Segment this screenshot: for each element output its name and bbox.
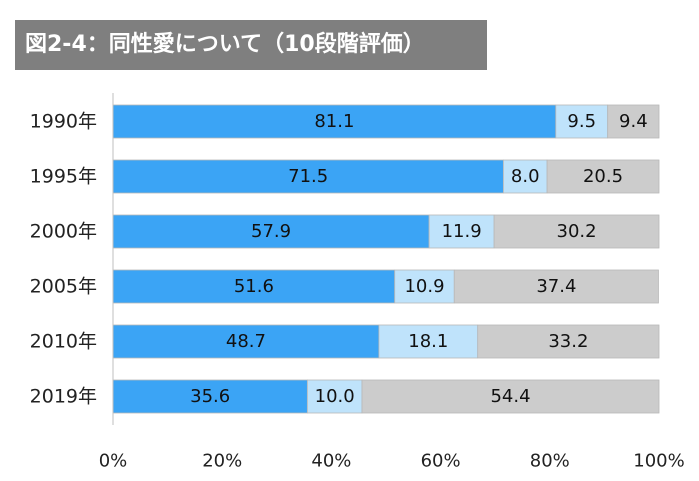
data-label: 10.0	[315, 386, 355, 407]
x-tick-label: 100%	[633, 451, 684, 472]
category-label: 1995年	[30, 166, 97, 188]
bar-segment	[112, 159, 504, 194]
data-label: 71.5	[288, 166, 328, 187]
bar-segment	[112, 324, 380, 359]
bar-segment	[546, 159, 660, 194]
bar-segment	[112, 104, 557, 139]
data-label: 35.6	[190, 386, 230, 407]
data-label: 37.4	[536, 276, 576, 297]
data-label: 30.2	[557, 221, 597, 242]
bar-segment	[394, 269, 455, 304]
category-label: 2005年	[30, 276, 97, 298]
data-label: 57.9	[251, 221, 291, 242]
data-label: 54.4	[490, 386, 530, 407]
data-label: 11.9	[442, 221, 482, 242]
x-tick-label: 60%	[421, 451, 461, 472]
data-label: 8.0	[511, 166, 540, 187]
bar-segment	[112, 214, 430, 249]
x-tick-label: 0%	[99, 451, 128, 472]
bar-segment	[378, 324, 479, 359]
category-label: 1990年	[30, 111, 97, 133]
data-label: 18.1	[408, 331, 448, 352]
bar-segment	[428, 214, 495, 249]
category-label: 2010年	[30, 331, 97, 353]
chart-title: 図2-4：同性愛について（10段階評価）	[15, 20, 487, 70]
bar-segment	[607, 104, 660, 139]
data-label: 9.4	[619, 111, 648, 132]
bar-segment	[453, 269, 659, 304]
x-tick-label: 20%	[202, 451, 242, 472]
data-label: 20.5	[583, 166, 623, 187]
bar-segment	[112, 269, 396, 304]
bar-segment	[493, 214, 660, 249]
data-label: 48.7	[226, 331, 266, 352]
category-label: 2019年	[30, 386, 97, 408]
data-label: 51.6	[234, 276, 274, 297]
data-label: 10.9	[404, 276, 444, 297]
data-label: 33.2	[548, 331, 588, 352]
x-tick-label: 40%	[311, 451, 351, 472]
category-label: 2000年	[30, 221, 97, 243]
bar-segment	[477, 324, 660, 359]
bar-segment	[361, 379, 660, 414]
data-label: 9.5	[567, 111, 596, 132]
bar-segment	[502, 159, 548, 194]
x-tick-label: 80%	[530, 451, 570, 472]
data-label: 81.1	[314, 111, 354, 132]
bar-segment	[306, 379, 363, 414]
